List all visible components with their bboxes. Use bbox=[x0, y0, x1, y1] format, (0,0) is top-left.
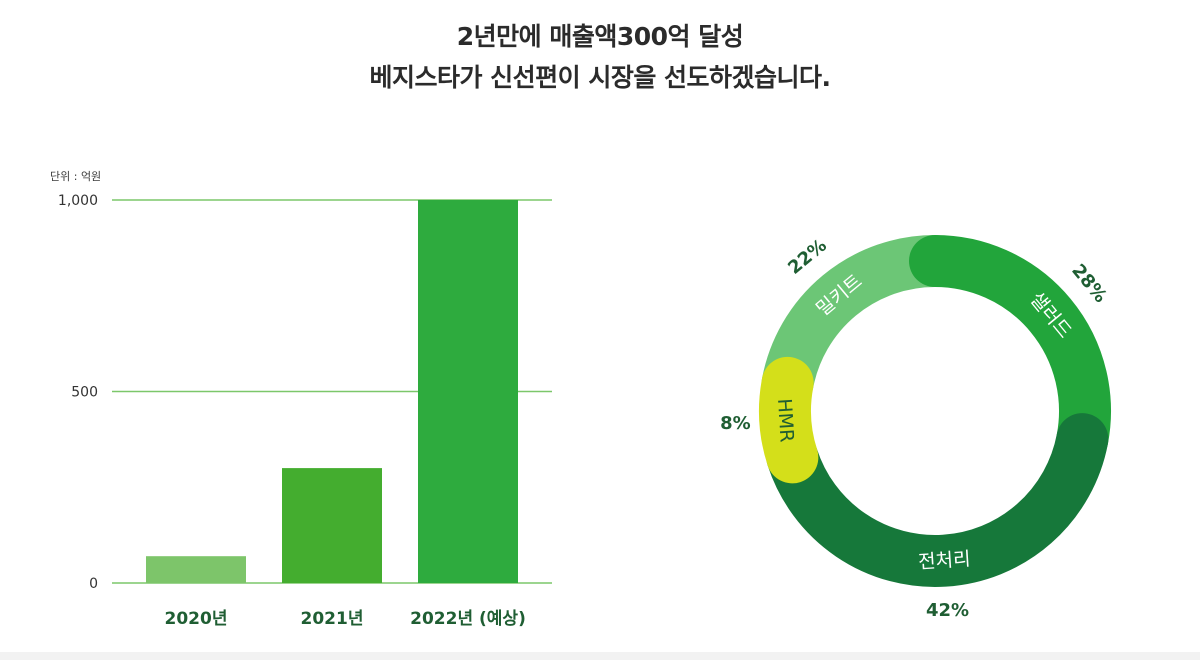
x-tick-label: 2021년 bbox=[301, 609, 364, 629]
y-tick-label: 1,000 bbox=[58, 193, 98, 209]
bar bbox=[418, 200, 518, 583]
slice-label: HMR bbox=[773, 398, 798, 443]
y-tick-label: 0 bbox=[89, 576, 98, 592]
slice-percent-label: 8% bbox=[720, 413, 751, 434]
bar bbox=[282, 468, 382, 583]
donut-slice bbox=[909, 235, 1111, 466]
chart-title-line-1: 2년만에 매출액300억 달성 bbox=[456, 22, 744, 51]
slice-percent-label: 28% bbox=[1067, 260, 1111, 307]
slice-label: 밀키트 bbox=[812, 270, 866, 320]
x-tick-label: 2020년 bbox=[165, 609, 228, 629]
donut-slice bbox=[766, 413, 1109, 587]
slice-label: 샐러드 bbox=[1025, 288, 1075, 342]
donut-slice bbox=[761, 235, 961, 409]
x-tick-label: 2022년 (예상) bbox=[410, 609, 526, 629]
slice-percent-label: 22% bbox=[784, 235, 831, 279]
slice-label: 전처리 bbox=[918, 548, 972, 573]
y-tick-label: 500 bbox=[71, 385, 98, 401]
donut-slice bbox=[759, 356, 819, 484]
bar bbox=[146, 556, 246, 583]
bar-chart: 단위 : 억원 0 500 1,000 2020년 2021년 2022년 (예상) bbox=[50, 170, 552, 629]
unit-label: 단위 : 억원 bbox=[50, 170, 101, 183]
chart-title-line-2: 베지스타가 신선편이 시장을 선도하겠습니다. bbox=[369, 63, 831, 92]
slice-percent-label: 42% bbox=[926, 600, 969, 621]
bottom-band bbox=[0, 652, 1200, 660]
